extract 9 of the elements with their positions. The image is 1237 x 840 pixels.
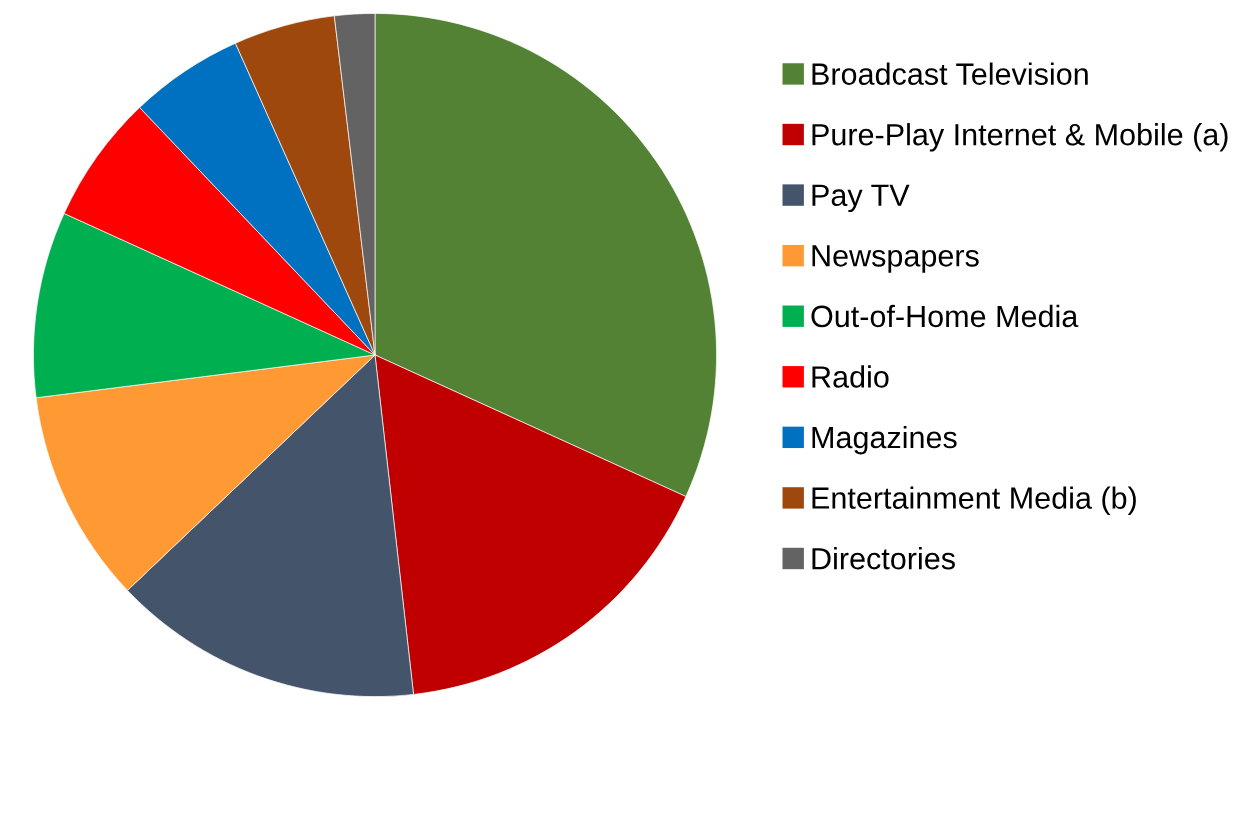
legend-label: Entertainment Media (b) bbox=[812, 486, 1136, 515]
legend-label: Pay TV bbox=[812, 184, 910, 213]
legend-label: Magazines bbox=[812, 425, 957, 455]
legend-label: Directories bbox=[812, 547, 955, 570]
legend-label: Newspapers bbox=[812, 245, 979, 273]
legend-label: Broadcast Television bbox=[812, 62, 1088, 85]
legend-label: Out-of-Home Media bbox=[811, 304, 1079, 328]
legend-label: Pure-Play Internet & Mobile (a) bbox=[812, 123, 1228, 152]
legend-label: Radio bbox=[812, 365, 889, 388]
